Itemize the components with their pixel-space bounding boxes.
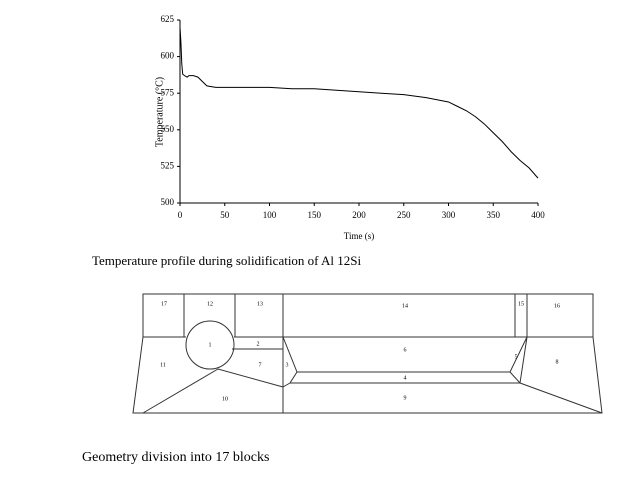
y-tick-label: 500 <box>161 197 175 207</box>
block-label: 5 <box>515 354 518 360</box>
x-tick-label: 300 <box>442 210 456 220</box>
riser <box>185 320 235 370</box>
block-label: 3 <box>286 362 289 368</box>
y-axis-label: Temperature (°C) <box>154 77 165 147</box>
block-label: 15 <box>518 301 524 307</box>
block-label: 14 <box>402 303 408 309</box>
x-tick-label: 200 <box>352 210 366 220</box>
block-label: 16 <box>554 303 560 309</box>
y-tick-label: 550 <box>161 124 175 134</box>
x-tick-label: 0 <box>178 210 183 220</box>
x-tick-label: 50 <box>220 210 230 220</box>
block-label: 8 <box>556 359 559 365</box>
x-tick-label: 350 <box>487 210 501 220</box>
x-tick-label: 100 <box>263 210 277 220</box>
diagram <box>132 293 603 414</box>
outline <box>132 293 603 414</box>
block-label: 10 <box>222 396 228 402</box>
block-borders <box>142 294 603 414</box>
block-label: 2 <box>257 341 260 347</box>
y-tick-label: 625 <box>161 14 175 24</box>
temperature-line <box>179 27 539 179</box>
block-label: 6 <box>404 347 407 353</box>
x-tick-label: 150 <box>308 210 322 220</box>
y-tick-label: 575 <box>161 87 175 97</box>
y-tick-label: 525 <box>161 160 175 170</box>
caption: Temperature profile during solidificatio… <box>92 253 362 268</box>
x-tick-label: 250 <box>397 210 411 220</box>
y-tick-label: 600 <box>161 51 175 61</box>
block-label: 9 <box>404 395 407 401</box>
block-label: 13 <box>257 301 263 307</box>
caption: Geometry division into 17 blocks <box>82 450 269 465</box>
block-label: 1 <box>209 342 212 348</box>
block-label: 7 <box>259 362 262 368</box>
block-label: 4 <box>404 375 407 381</box>
x-axis-label: Time (s) <box>344 231 374 241</box>
block-label: 11 <box>160 362 166 368</box>
block-label: 12 <box>207 301 213 307</box>
x-tick-label: 400 <box>531 210 545 220</box>
block-label: 17 <box>161 301 167 307</box>
